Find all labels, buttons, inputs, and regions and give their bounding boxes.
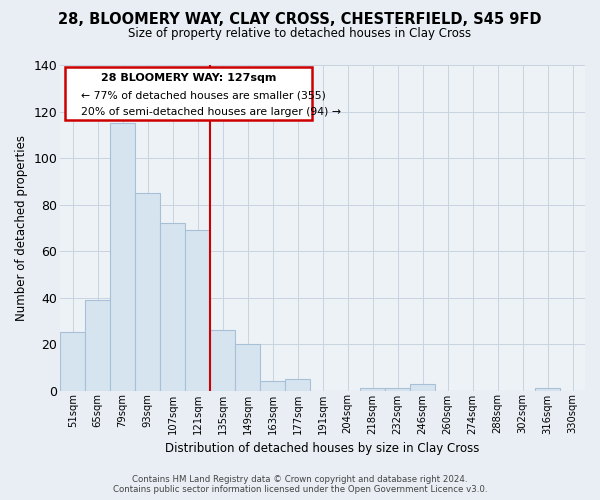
Text: Contains HM Land Registry data © Crown copyright and database right 2024.
Contai: Contains HM Land Registry data © Crown c…	[113, 474, 487, 494]
Text: Size of property relative to detached houses in Clay Cross: Size of property relative to detached ho…	[128, 28, 472, 40]
Bar	[360, 388, 385, 390]
Bar	[285, 379, 310, 390]
Bar	[385, 388, 410, 390]
Y-axis label: Number of detached properties: Number of detached properties	[15, 135, 28, 321]
Text: 28, BLOOMERY WAY, CLAY CROSS, CHESTERFIELD, S45 9FD: 28, BLOOMERY WAY, CLAY CROSS, CHESTERFIE…	[58, 12, 542, 28]
Bar	[135, 193, 160, 390]
Bar	[535, 388, 560, 390]
FancyBboxPatch shape	[65, 66, 312, 120]
Text: ← 77% of detached houses are smaller (355): ← 77% of detached houses are smaller (35…	[81, 90, 326, 100]
Text: 20% of semi-detached houses are larger (94) →: 20% of semi-detached houses are larger (…	[81, 108, 341, 118]
Bar	[110, 123, 135, 390]
Bar	[210, 330, 235, 390]
Text: 28 BLOOMERY WAY: 127sqm: 28 BLOOMERY WAY: 127sqm	[101, 74, 277, 84]
Bar	[185, 230, 210, 390]
X-axis label: Distribution of detached houses by size in Clay Cross: Distribution of detached houses by size …	[166, 442, 480, 455]
Bar	[160, 223, 185, 390]
Bar	[60, 332, 85, 390]
Bar	[85, 300, 110, 390]
Bar	[260, 381, 285, 390]
Bar	[410, 384, 435, 390]
Bar	[235, 344, 260, 391]
